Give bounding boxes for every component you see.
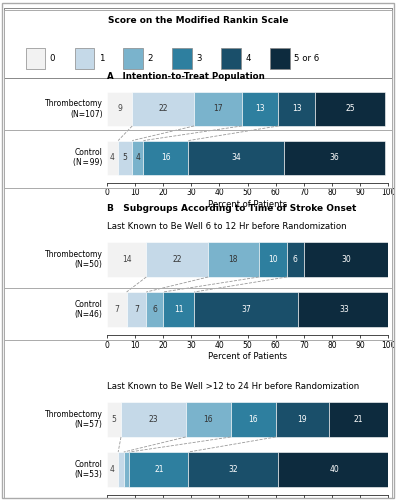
Text: Last Known to Be Well 6 to 12 Hr before Randomization: Last Known to Be Well 6 to 12 Hr before … (107, 222, 346, 231)
Bar (270, 48, 289, 69)
Bar (163, 292, 194, 327)
Text: 4: 4 (110, 465, 115, 474)
Bar (276, 402, 329, 437)
Bar (278, 452, 391, 487)
Text: 2: 2 (148, 54, 153, 63)
Text: 0: 0 (50, 54, 55, 63)
Text: 25: 25 (345, 104, 355, 114)
Bar (118, 140, 132, 174)
Bar (287, 242, 304, 277)
Text: 4: 4 (246, 54, 251, 63)
Text: 9: 9 (117, 104, 122, 114)
Text: 14: 14 (122, 255, 131, 264)
Bar (107, 140, 118, 174)
Bar (143, 140, 188, 174)
Text: Last Known to Be Well >12 to 24 Hr before Randomization: Last Known to Be Well >12 to 24 Hr befor… (107, 382, 359, 391)
Text: Control
(N=53): Control (N=53) (75, 460, 103, 479)
Bar (132, 140, 143, 174)
Bar (194, 292, 298, 327)
Bar (107, 292, 127, 327)
Bar (146, 292, 163, 327)
Bar (230, 402, 276, 437)
Bar (132, 92, 194, 126)
Text: B   Subgroups According to Time of Stroke Onset: B Subgroups According to Time of Stroke … (107, 204, 356, 213)
Text: 5: 5 (123, 153, 128, 162)
Text: 16: 16 (203, 415, 213, 424)
Text: 10: 10 (268, 255, 278, 264)
Text: 21: 21 (354, 415, 363, 424)
Bar (186, 402, 230, 437)
Bar (124, 452, 129, 487)
Text: 32: 32 (228, 465, 238, 474)
Text: 7: 7 (114, 305, 119, 314)
Bar (278, 92, 315, 126)
Text: 22: 22 (173, 255, 182, 264)
Bar (208, 242, 259, 277)
Bar (107, 92, 132, 126)
Text: 6: 6 (152, 305, 157, 314)
Text: Thrombectomy
(N=57): Thrombectomy (N=57) (45, 410, 103, 429)
Bar (221, 48, 241, 69)
Text: 16: 16 (161, 153, 171, 162)
Bar (107, 242, 146, 277)
Bar (242, 92, 278, 126)
Bar (118, 452, 124, 487)
Bar (298, 292, 391, 327)
Text: 30: 30 (341, 255, 351, 264)
Bar (124, 48, 143, 69)
Bar (259, 242, 287, 277)
Bar (129, 452, 188, 487)
Text: 6: 6 (293, 255, 298, 264)
Text: Thrombectomy
(N=107): Thrombectomy (N=107) (45, 99, 103, 118)
Bar (188, 452, 278, 487)
Bar (107, 402, 121, 437)
Bar (188, 140, 284, 174)
Bar (26, 48, 45, 69)
Bar (121, 402, 186, 437)
Text: 3: 3 (196, 54, 202, 63)
Text: Thrombectomy
(N=50): Thrombectomy (N=50) (45, 250, 103, 269)
X-axis label: Percent of Patients: Percent of Patients (208, 200, 287, 209)
Bar (74, 48, 94, 69)
Text: 13: 13 (292, 104, 301, 114)
Text: Score on the Modified Rankin Scale: Score on the Modified Rankin Scale (108, 16, 288, 25)
Text: 17: 17 (213, 104, 223, 114)
Text: 11: 11 (174, 305, 183, 314)
Bar (284, 140, 385, 174)
Text: 18: 18 (229, 255, 238, 264)
Text: 40: 40 (330, 465, 339, 474)
Text: 33: 33 (340, 305, 349, 314)
Text: 4: 4 (110, 153, 115, 162)
Bar (127, 292, 146, 327)
Text: 22: 22 (158, 104, 168, 114)
Bar (146, 242, 208, 277)
Text: 13: 13 (255, 104, 265, 114)
Text: 16: 16 (248, 415, 258, 424)
Bar (304, 242, 388, 277)
Text: 5 or 6: 5 or 6 (294, 54, 320, 63)
Text: 19: 19 (297, 415, 307, 424)
Text: 7: 7 (134, 305, 139, 314)
Text: 36: 36 (330, 153, 339, 162)
X-axis label: Percent of Patients: Percent of Patients (208, 352, 287, 362)
Text: 4: 4 (135, 153, 140, 162)
Bar (107, 452, 118, 487)
Text: 23: 23 (148, 415, 158, 424)
Text: A   Intention-to-Treat Population: A Intention-to-Treat Population (107, 72, 265, 81)
Bar (194, 92, 242, 126)
Text: 5: 5 (112, 415, 116, 424)
Text: 1: 1 (99, 54, 104, 63)
Bar (329, 402, 388, 437)
Text: Control
(N = 99): Control (N = 99) (73, 148, 103, 168)
Bar (315, 92, 385, 126)
Text: 21: 21 (154, 465, 164, 474)
Text: 34: 34 (231, 153, 241, 162)
Bar (172, 48, 192, 69)
Text: Control
(N=46): Control (N=46) (75, 300, 103, 319)
Text: 37: 37 (241, 305, 251, 314)
